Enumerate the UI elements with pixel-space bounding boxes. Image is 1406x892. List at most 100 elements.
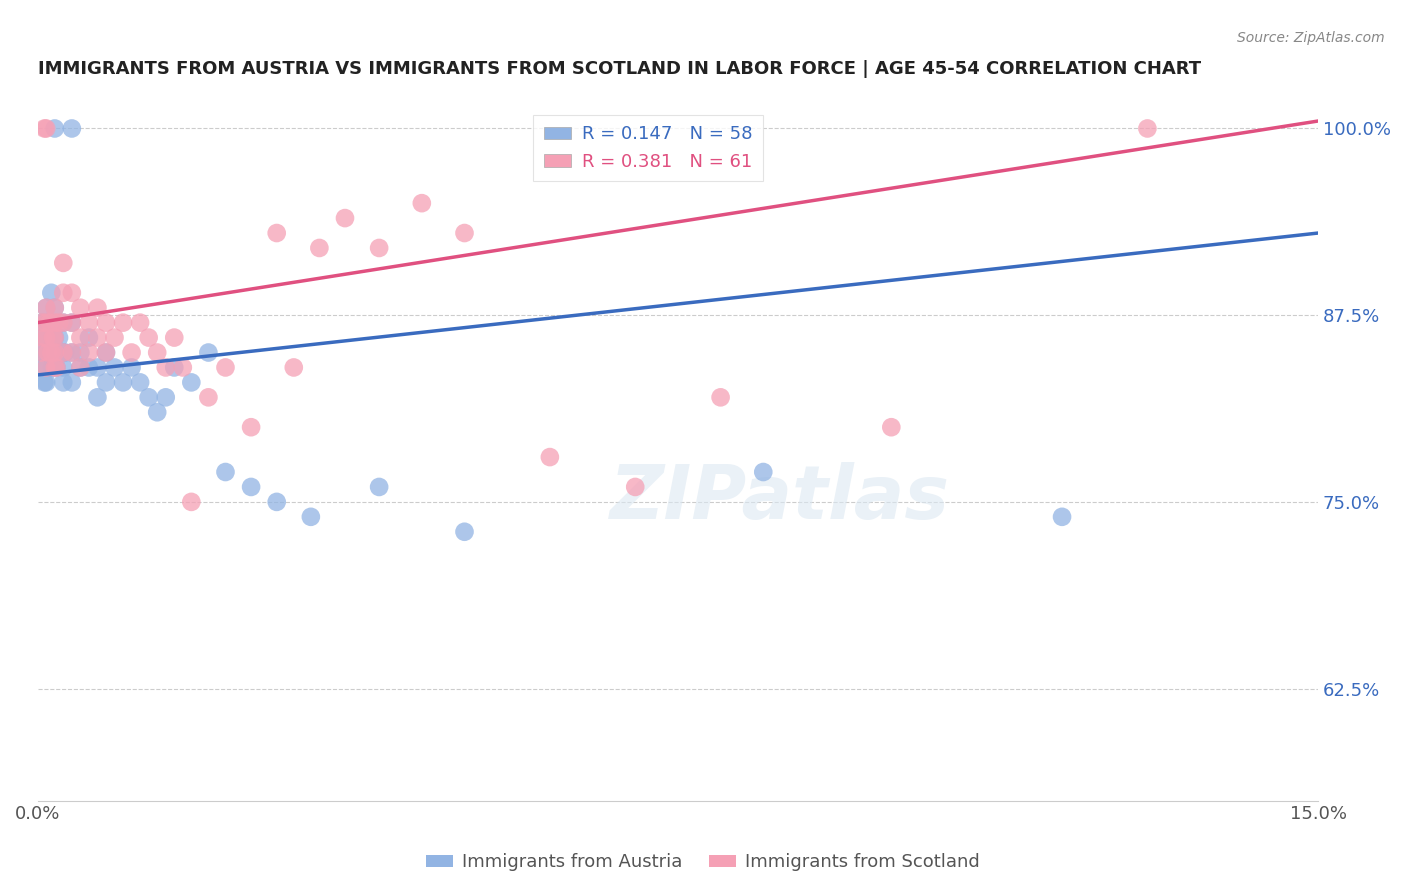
Point xyxy=(34,121,56,136)
Point xyxy=(138,330,160,344)
Point xyxy=(94,376,117,390)
Point xyxy=(52,285,75,300)
Point xyxy=(41,285,63,300)
Point xyxy=(453,524,475,539)
Legend: Immigrants from Austria, Immigrants from Scotland: Immigrants from Austria, Immigrants from… xyxy=(419,847,987,879)
Point xyxy=(1050,509,1073,524)
Point xyxy=(86,330,108,344)
Point xyxy=(94,345,117,359)
Point xyxy=(129,316,152,330)
Point xyxy=(60,316,83,330)
Point xyxy=(31,360,53,375)
Point xyxy=(880,420,903,434)
Point xyxy=(214,360,236,375)
Point xyxy=(44,345,66,359)
Point xyxy=(86,390,108,404)
Point xyxy=(60,345,83,359)
Point xyxy=(411,196,433,211)
Point xyxy=(35,316,58,330)
Point xyxy=(180,376,202,390)
Point xyxy=(86,301,108,315)
Text: ZIPatlas: ZIPatlas xyxy=(610,462,950,535)
Point xyxy=(69,360,91,375)
Point xyxy=(44,330,66,344)
Point xyxy=(266,226,288,240)
Point xyxy=(35,301,58,315)
Point xyxy=(121,360,143,375)
Point xyxy=(53,345,76,359)
Point xyxy=(69,301,91,315)
Point xyxy=(214,465,236,479)
Point xyxy=(52,316,75,330)
Point xyxy=(121,345,143,359)
Point xyxy=(368,241,391,255)
Point xyxy=(44,301,66,315)
Point xyxy=(39,345,62,359)
Point xyxy=(34,376,56,390)
Point xyxy=(240,480,263,494)
Point xyxy=(163,360,186,375)
Point xyxy=(77,345,100,359)
Point xyxy=(299,509,322,524)
Point xyxy=(42,330,65,344)
Point xyxy=(44,301,66,315)
Point xyxy=(155,390,177,404)
Point xyxy=(39,316,62,330)
Point xyxy=(44,360,66,375)
Point xyxy=(163,330,186,344)
Point xyxy=(240,420,263,434)
Point xyxy=(30,345,52,359)
Point xyxy=(368,480,391,494)
Point xyxy=(52,345,75,359)
Point xyxy=(69,360,91,375)
Point xyxy=(1136,121,1159,136)
Point xyxy=(60,376,83,390)
Point xyxy=(752,465,775,479)
Point xyxy=(538,450,561,464)
Point xyxy=(31,316,53,330)
Point xyxy=(44,330,66,344)
Point xyxy=(35,121,58,136)
Point xyxy=(38,316,60,330)
Point xyxy=(35,330,58,344)
Text: IMMIGRANTS FROM AUSTRIA VS IMMIGRANTS FROM SCOTLAND IN LABOR FORCE | AGE 45-54 C: IMMIGRANTS FROM AUSTRIA VS IMMIGRANTS FR… xyxy=(38,60,1201,78)
Point xyxy=(44,121,66,136)
Point xyxy=(103,360,125,375)
Point xyxy=(31,330,53,344)
Point xyxy=(60,285,83,300)
Point xyxy=(35,360,58,375)
Point xyxy=(31,316,53,330)
Point xyxy=(42,330,65,344)
Point xyxy=(41,360,63,375)
Point xyxy=(32,330,55,344)
Point xyxy=(60,316,83,330)
Point xyxy=(48,316,70,330)
Point xyxy=(197,390,219,404)
Point xyxy=(103,330,125,344)
Point xyxy=(52,376,75,390)
Point xyxy=(453,226,475,240)
Point xyxy=(52,256,75,270)
Point xyxy=(52,345,75,359)
Point xyxy=(34,345,56,359)
Point xyxy=(77,316,100,330)
Point xyxy=(94,316,117,330)
Point xyxy=(52,360,75,375)
Point xyxy=(172,360,194,375)
Point xyxy=(35,330,58,344)
Text: Source: ZipAtlas.com: Source: ZipAtlas.com xyxy=(1237,31,1385,45)
Point xyxy=(112,316,135,330)
Point xyxy=(48,330,70,344)
Point xyxy=(308,241,330,255)
Point xyxy=(266,495,288,509)
Point xyxy=(155,360,177,375)
Point xyxy=(35,316,58,330)
Point xyxy=(138,390,160,404)
Point xyxy=(52,316,75,330)
Point xyxy=(60,121,83,136)
Point xyxy=(35,360,58,375)
Point xyxy=(44,345,66,359)
Point xyxy=(77,360,100,375)
Point xyxy=(197,345,219,359)
Point xyxy=(77,330,100,344)
